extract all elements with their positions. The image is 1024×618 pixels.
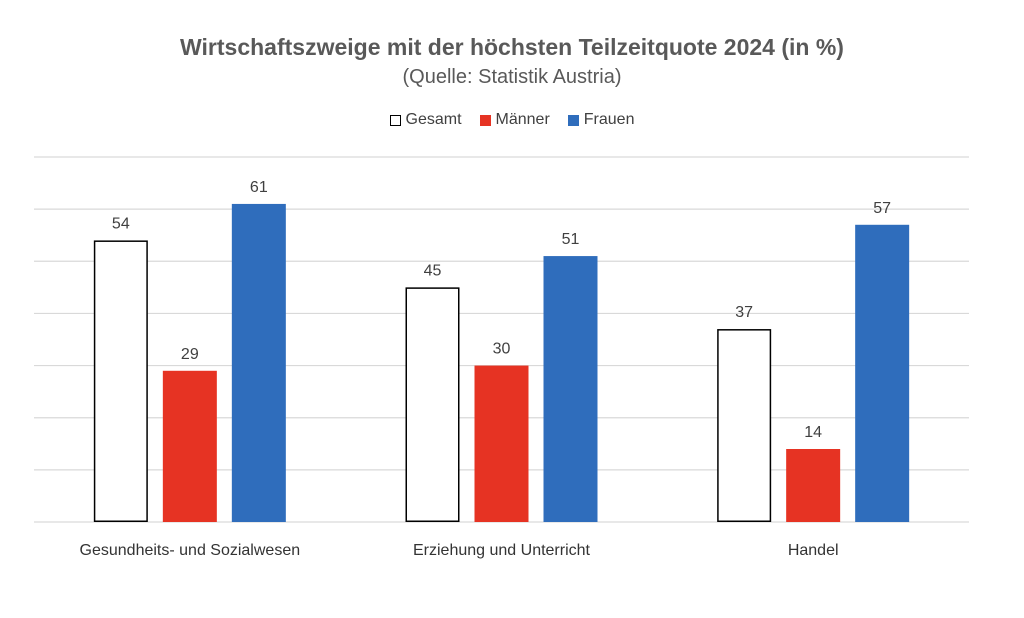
- chart-title: Wirtschaftszweige mit der höchsten Teilz…: [180, 34, 844, 60]
- category-label-gesundheits-und-sozialwesen: Gesundheits- und Sozialwesen: [80, 542, 301, 559]
- value-label-maenner-gesundheits-und-sozialwesen: 29: [181, 346, 199, 363]
- chart-subtitle: (Quelle: Statistik Austria): [402, 66, 622, 88]
- bar-maenner-handel: [786, 449, 841, 522]
- value-label-maenner-erziehung-und-unterricht: 30: [493, 341, 511, 358]
- legend-item-gesamt: Gesamt: [389, 111, 462, 129]
- bar-frauen-handel: [855, 224, 910, 523]
- bars: [93, 203, 910, 523]
- bar-maenner-erziehung-und-unterricht: [474, 365, 529, 522]
- bar-frauen-erziehung-und-unterricht: [543, 256, 598, 522]
- value-label-maenner-handel: 14: [804, 424, 822, 441]
- value-label-frauen-erziehung-und-unterricht: 51: [562, 231, 580, 248]
- value-label-gesamt-erziehung-und-unterricht: 45: [424, 262, 442, 279]
- category-label-erziehung-und-unterricht: Erziehung und Unterricht: [413, 542, 591, 559]
- bar-gesamt-gesundheits-und-sozialwesen: [93, 240, 148, 523]
- value-label-frauen-gesundheits-und-sozialwesen: 61: [250, 179, 268, 196]
- legend-swatch-frauen: [567, 114, 579, 126]
- legend-label-frauen: Frauen: [583, 111, 635, 128]
- chart-legend: Gesamt Männer Frauen: [0, 111, 1024, 129]
- value-label-gesamt-gesundheits-und-sozialwesen: 54: [112, 215, 130, 232]
- legend-label-gesamt: Gesamt: [405, 111, 462, 128]
- category-labels: Gesundheits- und Sozialwesen Erziehung un…: [80, 542, 839, 559]
- value-label-frauen-handel: 57: [873, 200, 891, 217]
- legend-swatch-maenner: [479, 114, 491, 126]
- bar-frauen-gesundheits-und-sozialwesen: [231, 203, 286, 522]
- bar-maenner-gesundheits-und-sozialwesen: [162, 370, 217, 522]
- legend-swatch-gesamt: [389, 114, 401, 126]
- bar-gesamt-erziehung-und-unterricht: [405, 287, 460, 522]
- category-label-handel: Handel: [788, 542, 839, 559]
- legend-label-maenner: Männer: [495, 111, 550, 128]
- value-label-gesamt-handel: 37: [735, 304, 753, 321]
- legend-item-maenner: Männer: [479, 111, 550, 129]
- value-labels: 54 29 61 45 30 51 37 14 57: [112, 179, 891, 441]
- bar-gesamt-handel: [717, 329, 772, 523]
- legend-item-frauen: Frauen: [567, 111, 635, 129]
